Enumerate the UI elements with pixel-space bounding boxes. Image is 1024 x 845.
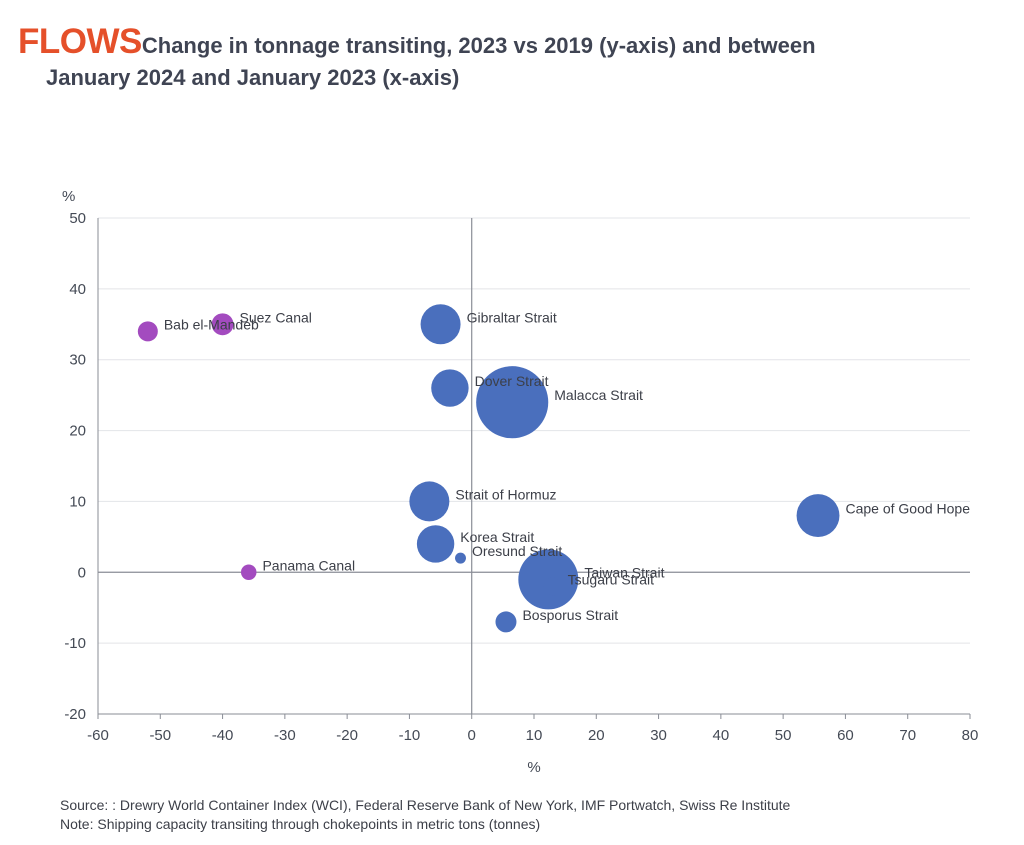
x-tick-label: 20	[588, 727, 605, 744]
axes	[97, 218, 971, 719]
label-bab-el-mandeb: Bab el-Mandeb	[164, 316, 259, 332]
bubbles	[137, 304, 840, 633]
bubble-gibraltar-strait	[420, 304, 461, 345]
bubble-suez-canal	[211, 313, 234, 336]
x-axis-unit-label: %	[527, 759, 540, 776]
x-tick-label: 60	[837, 727, 854, 744]
y-tick-label: 30	[69, 352, 86, 369]
bubble-bab-el-mandeb	[137, 321, 158, 342]
y-tick-label: 50	[69, 210, 86, 227]
x-tick-label: -20	[336, 727, 358, 744]
x-tick-label: 70	[899, 727, 916, 744]
label-taiwan-strait: Taiwan Strait	[584, 564, 664, 580]
y-tick-label: -20	[64, 706, 86, 723]
y-axis-unit-label: %	[62, 188, 75, 205]
x-tick-label: 80	[962, 727, 979, 744]
bubble-tsugaru-strait	[543, 577, 562, 596]
title-line-1: Change in tonnage transiting, 2023 vs 20…	[141, 33, 816, 58]
label-panama-canal: Panama Canal	[262, 557, 355, 573]
brand-label: FLOWS	[18, 22, 142, 61]
chart-header: FLOWSChange in tonnage transiting, 2023 …	[18, 24, 1008, 94]
x-tick-label: 40	[713, 727, 730, 744]
label-gibraltar-strait: Gibraltar Strait	[467, 309, 557, 325]
chart-footer: Source: : Drewry World Container Index (…	[60, 796, 790, 834]
x-tick-label: 30	[650, 727, 667, 744]
y-tick-label: 10	[69, 493, 86, 510]
label-dover-strait: Dover Strait	[475, 373, 549, 389]
y-tick-label: 40	[69, 281, 86, 298]
label-strait-of-hormuz: Strait of Hormuz	[455, 486, 556, 502]
x-tick-label: -40	[212, 727, 234, 744]
y-tick-label: -10	[64, 635, 86, 652]
label-oresund-strait: Oresund Strait	[472, 543, 562, 559]
label-malacca-strait: Malacca Strait	[554, 387, 643, 403]
x-tick-label: 0	[468, 727, 476, 744]
bubble-oresund-strait	[455, 552, 466, 564]
label-suez-canal: Suez Canal	[240, 309, 312, 325]
bubble-strait-of-hormuz	[409, 481, 450, 522]
scatter-chart: -20 -10 0 10 20 30 40 50 -60 -50 -40 -30 -20 -10 0 10 20…	[62, 188, 978, 776]
bubble-malacca-strait	[476, 366, 549, 439]
bubble-cape-of-good-hope	[796, 494, 840, 538]
x-tick-label: -10	[399, 727, 421, 744]
label-cape-of-good-hope: Cape of Good Hope	[845, 501, 970, 517]
x-tick-label: -30	[274, 727, 296, 744]
label-korea-strait: Korea Strait	[460, 529, 534, 545]
x-tick-label: -50	[149, 727, 171, 744]
bubble-dover-strait	[431, 369, 469, 407]
label-tsugaru-strait: Tsugaru Strait	[568, 571, 654, 587]
y-tick-label: 20	[69, 423, 86, 440]
grid-lines	[98, 217, 970, 715]
bubble-korea-strait	[416, 525, 455, 563]
x-tick-label: -60	[87, 727, 109, 744]
chart-title: FLOWSChange in tonnage transiting, 2023 …	[18, 24, 1008, 94]
x-tick-label: 10	[526, 727, 543, 744]
y-tick-label: 0	[78, 564, 86, 581]
title-line-2: January 2024 and January 2023 (x-axis)	[46, 65, 460, 90]
x-tick-label: 50	[775, 727, 792, 744]
footnote: Note: Shipping capacity transiting throu…	[60, 816, 541, 832]
label-bosporus-strait: Bosporus Strait	[522, 607, 618, 623]
source-note: Source: : Drewry World Container Index (…	[60, 797, 791, 813]
tick-labels: -20 -10 0 10 20 30 40 50 -60 -50 -40 -30 -20 -10 0 10 20…	[64, 210, 978, 744]
bubble-panama-canal	[240, 564, 257, 581]
bubble-bosporus-strait	[495, 611, 517, 633]
